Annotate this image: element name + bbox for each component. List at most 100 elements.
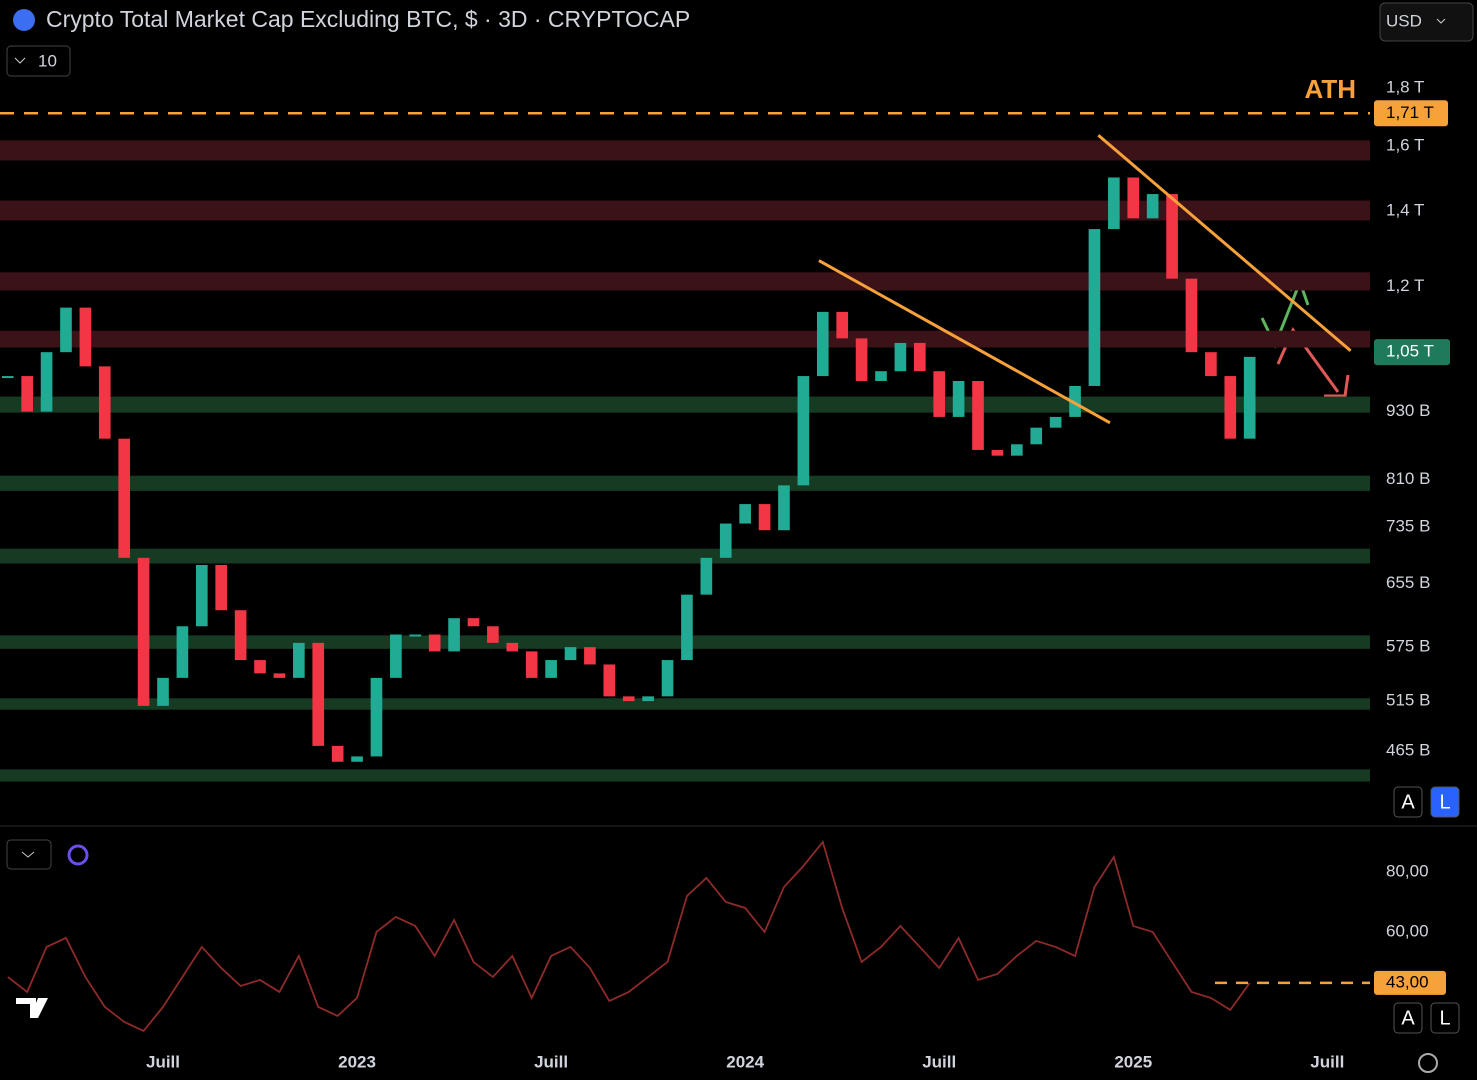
x-tick-label: 2024 bbox=[726, 1052, 764, 1071]
candle bbox=[1049, 416, 1062, 428]
scale-button-label: A bbox=[1401, 791, 1415, 813]
x-tick-label: Juill bbox=[1310, 1052, 1344, 1071]
y-tick-label: 735 B bbox=[1386, 516, 1430, 535]
zone bbox=[0, 272, 1370, 291]
zone bbox=[0, 140, 1370, 161]
interval-input[interactable] bbox=[6, 45, 71, 77]
candle bbox=[428, 634, 441, 652]
candle bbox=[157, 677, 169, 706]
select-chevron bbox=[1436, 18, 1446, 24]
candle bbox=[1127, 177, 1140, 219]
y-tick-label: 575 B bbox=[1386, 637, 1430, 656]
currency-label: USD bbox=[1386, 11, 1422, 30]
y-tick-label: 80,00 bbox=[1386, 861, 1429, 880]
y-tick-label: 465 B bbox=[1386, 741, 1430, 760]
candle bbox=[273, 673, 286, 678]
price-tag bbox=[1374, 339, 1450, 366]
candle bbox=[1224, 376, 1237, 439]
y-tick-label: 1,6 T bbox=[1386, 135, 1424, 154]
y-tick-label: 60,00 bbox=[1386, 921, 1429, 940]
candle bbox=[933, 371, 946, 417]
candle bbox=[622, 696, 635, 702]
ath-text: ATH bbox=[1304, 74, 1356, 104]
candle bbox=[1205, 352, 1217, 377]
candle bbox=[642, 696, 654, 702]
candle bbox=[603, 664, 616, 697]
candle bbox=[836, 311, 849, 339]
candle bbox=[176, 626, 189, 678]
x-tick-label: Juill bbox=[146, 1052, 180, 1071]
currency-select[interactable] bbox=[1379, 2, 1474, 42]
zone bbox=[0, 769, 1370, 782]
candle bbox=[390, 634, 402, 678]
candle bbox=[60, 307, 72, 353]
ath-tag-label: 1,71 T bbox=[1386, 103, 1434, 122]
trendline bbox=[818, 259, 1111, 425]
scale-button[interactable] bbox=[1393, 786, 1423, 818]
candle bbox=[778, 485, 790, 531]
settings-button[interactable] bbox=[1418, 1053, 1438, 1073]
scale-button[interactable] bbox=[1430, 1002, 1460, 1034]
candle bbox=[525, 651, 538, 678]
collapse-button[interactable] bbox=[6, 839, 52, 870]
logo bbox=[13, 9, 35, 31]
bearish-arrow bbox=[1276, 327, 1340, 393]
scale-button[interactable] bbox=[1430, 786, 1460, 818]
last-price-label: 1,05 T bbox=[1386, 342, 1434, 361]
candle bbox=[370, 677, 383, 757]
candle bbox=[195, 564, 208, 627]
candle bbox=[79, 307, 92, 367]
candle bbox=[331, 745, 344, 762]
candle bbox=[1, 376, 14, 379]
candle bbox=[1108, 177, 1120, 230]
tv-logo bbox=[16, 998, 48, 1018]
trendline bbox=[1097, 134, 1352, 352]
candle bbox=[1030, 427, 1043, 445]
price-tag bbox=[1374, 970, 1446, 995]
candle bbox=[234, 610, 247, 661]
candle bbox=[758, 504, 771, 531]
x-tick-label: 2023 bbox=[338, 1052, 376, 1071]
candle bbox=[1185, 278, 1198, 353]
candle bbox=[1088, 229, 1101, 386]
indicator-icon[interactable] bbox=[67, 844, 89, 866]
candle bbox=[467, 618, 480, 627]
candle bbox=[661, 660, 674, 697]
scale-button-label: L bbox=[1439, 1007, 1450, 1029]
price-tag bbox=[1374, 100, 1448, 127]
x-tick-label: Juill bbox=[922, 1052, 956, 1071]
candle bbox=[1166, 194, 1178, 279]
candle bbox=[351, 756, 363, 762]
candle bbox=[293, 642, 305, 678]
y-tick-label: 810 B bbox=[1386, 469, 1430, 488]
zone bbox=[0, 698, 1370, 710]
candle bbox=[545, 660, 557, 678]
scale-button-label: A bbox=[1401, 1007, 1415, 1029]
y-tick-label: 515 B bbox=[1386, 691, 1430, 710]
candle bbox=[215, 564, 228, 611]
candle bbox=[894, 342, 907, 372]
candle bbox=[681, 594, 693, 661]
chevron bbox=[21, 851, 35, 858]
zone bbox=[0, 548, 1370, 564]
candle bbox=[972, 380, 984, 450]
arrow-head bbox=[1324, 374, 1350, 398]
candle bbox=[506, 642, 519, 652]
candle bbox=[584, 647, 596, 665]
candle bbox=[875, 371, 887, 381]
candle bbox=[487, 626, 499, 643]
y-tick-label: 930 B bbox=[1386, 401, 1430, 420]
y-tick-label: 655 B bbox=[1386, 573, 1430, 592]
y-tick-label: 1,4 T bbox=[1386, 201, 1424, 220]
level-label: 43,00 bbox=[1386, 972, 1429, 991]
candle bbox=[254, 660, 266, 674]
scale-button[interactable] bbox=[1393, 1002, 1423, 1034]
candle bbox=[797, 376, 810, 486]
chart-title: Crypto Total Market Cap Excluding BTC, $… bbox=[46, 6, 690, 32]
rsi-line bbox=[7, 840, 1251, 1033]
candle bbox=[118, 438, 131, 558]
candle bbox=[991, 449, 1004, 456]
candle bbox=[913, 342, 926, 372]
candle bbox=[952, 380, 965, 417]
